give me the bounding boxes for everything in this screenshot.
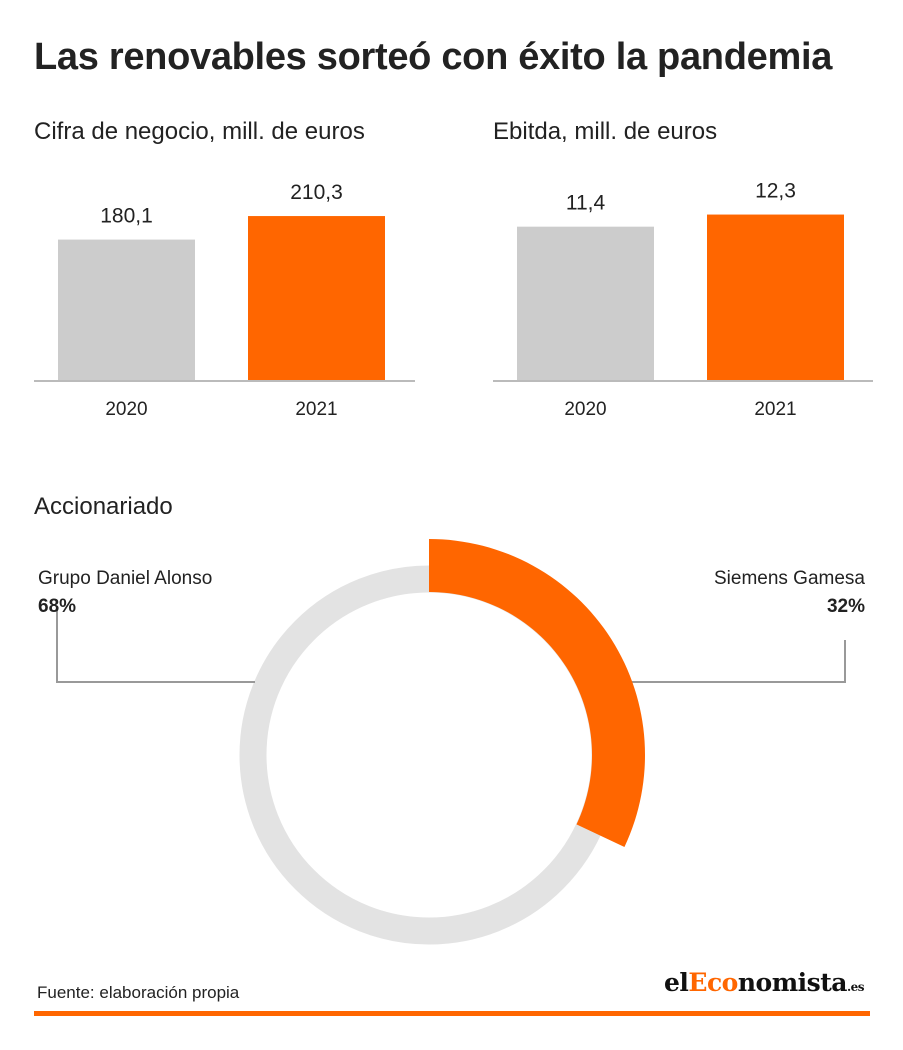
donut-value-grupo-daniel-alonso: 68% [38, 596, 77, 617]
bottom-rule [34, 1011, 870, 1016]
leader-line-grupo-daniel-alonso [56, 610, 255, 683]
bar-chart-2-title: Ebitda, mill. de euros [493, 118, 718, 145]
ebitda-value-label-2021: 12,3 [755, 180, 796, 203]
donut-label-grupo-daniel-alonso: Grupo Daniel Alonso [38, 568, 213, 589]
page-title: Las renovables sorteó con éxito la pande… [34, 36, 833, 78]
ebitda-bar-2020 [517, 226, 654, 380]
revenue-tick-label-2020: 2020 [105, 399, 147, 420]
ebitda-bar-2021 [707, 214, 844, 380]
donut-segment-siemens-gamesa [429, 539, 645, 847]
revenue-bar-2020 [58, 239, 195, 380]
donut-label-siemens-gamesa: Siemens Gamesa [713, 568, 865, 589]
eleconomista-logo: elEconomista.es [664, 968, 865, 997]
leader-line-siemens-gamesa [625, 640, 846, 683]
revenue-tick-label-2021: 2021 [295, 399, 337, 420]
donut-value-siemens-gamesa: 32% [826, 596, 865, 617]
ebitda-value-label-2020: 11,4 [566, 192, 606, 215]
bar-chart-1-title: Cifra de negocio, mill. de euros [34, 118, 365, 145]
revenue-value-label-2021: 210,3 [290, 181, 343, 204]
donut-chart-title: Accionariado [34, 493, 173, 520]
source-note: Fuente: elaboración propia [37, 983, 240, 1002]
ebitda-tick-label-2021: 2021 [754, 399, 796, 420]
ebitda-tick-label-2020: 2020 [564, 399, 606, 420]
revenue-bar-2021 [248, 216, 385, 380]
revenue-value-label-2020: 180,1 [100, 205, 153, 228]
